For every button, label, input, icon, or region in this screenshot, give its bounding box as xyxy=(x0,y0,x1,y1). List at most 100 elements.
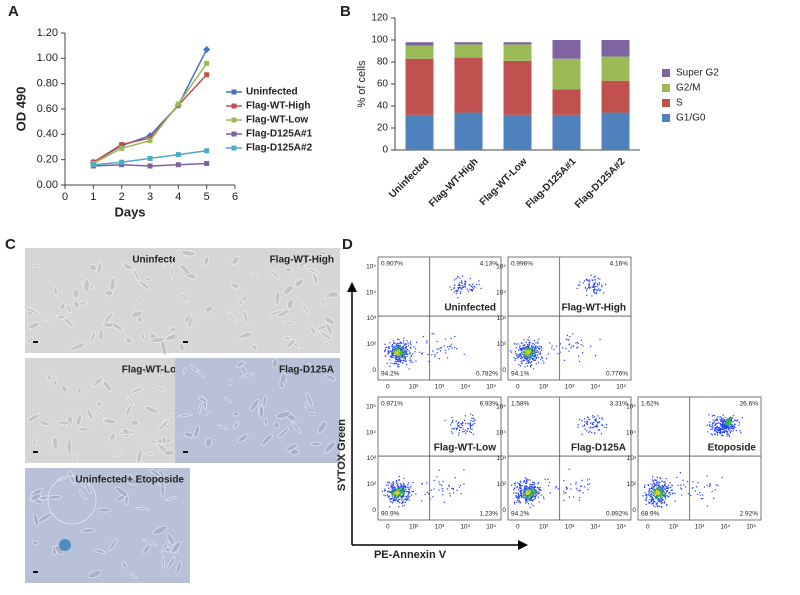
event-dot xyxy=(568,496,570,498)
event-dot xyxy=(652,481,654,483)
event-dot xyxy=(724,424,727,426)
event-dot xyxy=(714,489,716,491)
event-dot xyxy=(656,489,658,492)
y-tick-label: 100 xyxy=(371,35,388,46)
cell-shape xyxy=(129,572,138,579)
event-dot xyxy=(411,491,413,493)
event-dot xyxy=(595,285,597,288)
cell-shape xyxy=(182,366,187,375)
event-dot xyxy=(653,492,655,494)
cell-shape xyxy=(167,556,176,569)
cell-shape xyxy=(126,396,135,407)
event-dot xyxy=(593,283,595,285)
bar-segment xyxy=(503,114,532,150)
event-dot xyxy=(525,355,527,357)
event-dot xyxy=(713,497,715,499)
event-dot xyxy=(537,492,540,495)
event-dot xyxy=(472,420,474,423)
event-dot xyxy=(438,481,440,483)
event-dot xyxy=(726,426,729,428)
event-dot xyxy=(729,431,731,434)
event-dot xyxy=(395,493,397,495)
event-dot xyxy=(388,351,391,353)
event-dot xyxy=(411,494,413,496)
event-dot xyxy=(533,355,535,357)
cell-shape xyxy=(72,288,80,299)
event-dot xyxy=(667,484,670,486)
event-dot xyxy=(650,491,652,493)
event-dot xyxy=(661,489,663,492)
event-dot xyxy=(531,484,533,486)
event-dot xyxy=(731,426,733,428)
event-dot xyxy=(579,485,582,487)
event-dot xyxy=(396,342,399,344)
event-dot xyxy=(719,416,721,418)
event-dot xyxy=(386,362,388,364)
event-dot xyxy=(720,424,722,426)
event-dot xyxy=(460,288,462,290)
event-dot xyxy=(663,481,665,483)
event-dot xyxy=(461,288,463,290)
event-dot xyxy=(532,346,535,348)
event-dot xyxy=(563,480,565,482)
event-dot xyxy=(410,343,412,346)
event-dot xyxy=(536,492,538,494)
event-dot xyxy=(530,354,533,356)
event-dot xyxy=(416,341,418,343)
event-dot xyxy=(713,414,715,417)
event-dot xyxy=(410,354,412,356)
event-dot xyxy=(533,495,535,497)
event-dot xyxy=(726,421,729,423)
event-dot xyxy=(579,489,581,491)
event-dot xyxy=(395,353,397,355)
legend-marker xyxy=(231,103,237,109)
event-dot xyxy=(523,496,525,499)
event-dot xyxy=(393,489,396,491)
event-dot xyxy=(659,499,661,501)
event-dot xyxy=(560,343,562,345)
event-dot xyxy=(480,287,482,289)
y-tick-label: 10⁴ xyxy=(626,429,636,436)
event-dot xyxy=(451,427,453,430)
event-dot xyxy=(722,427,724,429)
event-dot xyxy=(581,479,583,481)
event-dot xyxy=(652,476,654,478)
event-dot xyxy=(451,347,453,349)
event-dot xyxy=(530,488,532,490)
y-tick-label: 10⁵ xyxy=(366,404,376,411)
event-dot xyxy=(722,422,724,424)
bar-segment xyxy=(454,57,483,113)
event-dot xyxy=(527,493,529,495)
event-dot xyxy=(729,422,731,425)
event-dot xyxy=(401,501,403,504)
cell-shape xyxy=(268,309,284,316)
event-dot xyxy=(522,352,524,354)
cell-shape xyxy=(52,379,58,387)
event-dot xyxy=(526,360,528,362)
cell-shape xyxy=(59,539,71,551)
cell-shape xyxy=(242,309,249,325)
event-dot xyxy=(385,484,387,486)
event-dot xyxy=(403,359,405,362)
event-dot xyxy=(527,352,530,355)
event-dot xyxy=(457,434,460,436)
event-dot xyxy=(450,431,453,433)
event-dot xyxy=(458,486,461,488)
event-dot xyxy=(534,488,536,491)
event-dot xyxy=(572,333,574,335)
event-dot xyxy=(544,478,546,480)
event-dot xyxy=(663,487,665,489)
event-dot xyxy=(655,493,658,495)
event-dot xyxy=(568,350,570,352)
event-dot xyxy=(655,488,658,490)
event-dot xyxy=(400,497,402,499)
point-marker xyxy=(175,152,181,158)
event-dot xyxy=(449,495,451,497)
event-dot xyxy=(394,352,396,354)
event-dot xyxy=(475,283,478,285)
event-dot xyxy=(577,346,579,348)
event-dot xyxy=(522,347,524,350)
event-dot xyxy=(596,426,599,428)
event-dot xyxy=(468,283,470,286)
event-dot xyxy=(666,494,668,497)
